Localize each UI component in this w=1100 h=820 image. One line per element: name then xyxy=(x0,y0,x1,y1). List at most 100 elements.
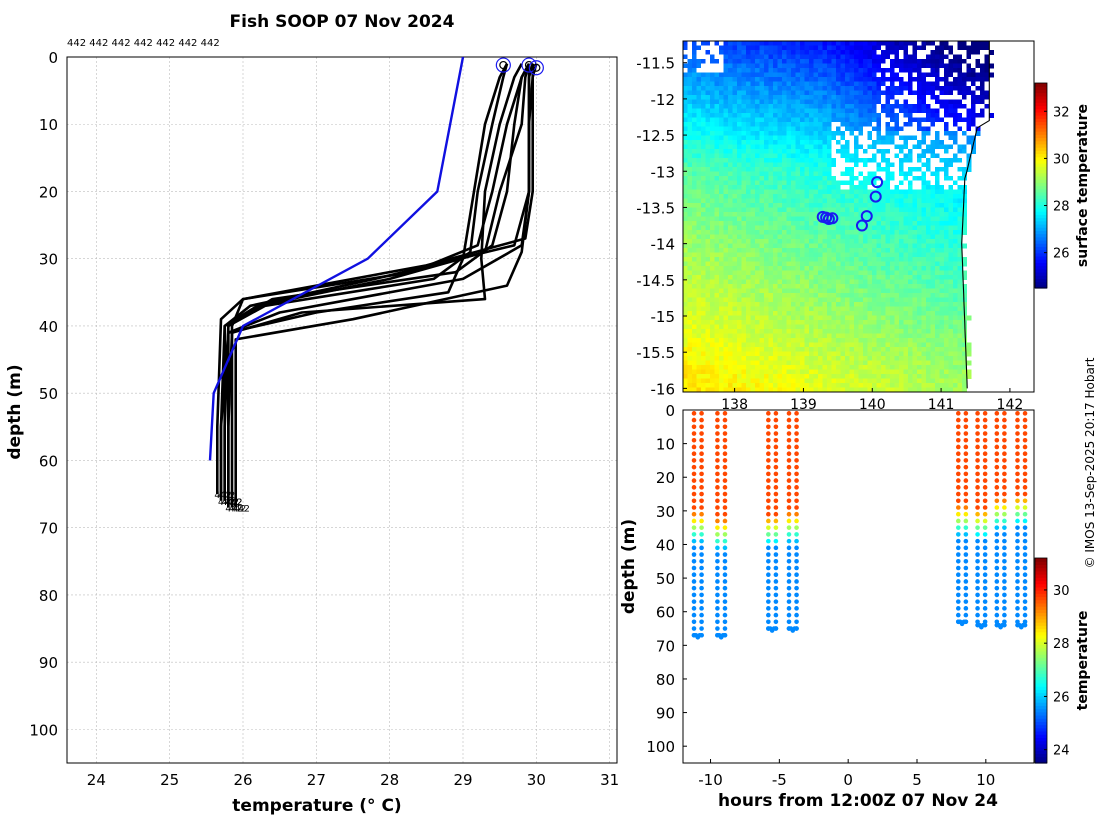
sst-pixel xyxy=(912,162,918,168)
sst-pixel xyxy=(917,324,922,330)
sst-pixel xyxy=(899,153,904,159)
sst-pixel xyxy=(876,176,882,181)
sst-pixel xyxy=(917,203,922,208)
sst-pixel xyxy=(845,315,850,321)
sst-pixel xyxy=(737,144,742,150)
sst-pixel xyxy=(705,54,711,60)
sst-pixel xyxy=(800,68,805,73)
sst-pixel xyxy=(741,351,747,357)
sst-pixel xyxy=(845,293,850,298)
sst-pixel xyxy=(728,158,733,163)
sst-pixel xyxy=(795,54,801,60)
sst-pixel xyxy=(858,167,864,172)
sst-pixel xyxy=(939,117,945,123)
sst-pixel xyxy=(854,248,859,253)
sst-pixel xyxy=(881,351,886,357)
sst-pixel xyxy=(741,149,747,154)
sst-pixel xyxy=(782,149,787,154)
sst-pixel xyxy=(836,329,841,334)
sst-pixel xyxy=(935,203,940,208)
sst-pixel xyxy=(701,374,706,379)
sst-pixel xyxy=(953,189,958,195)
sst-pixel xyxy=(746,122,751,127)
sst-pixel xyxy=(899,365,904,370)
sst-pixel xyxy=(723,320,729,325)
sst-pixel xyxy=(849,261,855,267)
sst-pixel xyxy=(939,81,945,87)
sst-pixel xyxy=(696,216,702,222)
sst-pixel xyxy=(903,356,909,361)
sst-pixel xyxy=(696,149,702,154)
sst-pixel xyxy=(800,176,805,181)
sst-pixel xyxy=(714,261,720,267)
sst-pixel xyxy=(809,95,814,100)
sst-pixel xyxy=(683,176,688,181)
sst-pixel xyxy=(759,351,765,357)
sst-pixel xyxy=(899,257,904,262)
sst-pixel xyxy=(948,347,954,352)
sst-pixel xyxy=(885,104,891,109)
sst-pixel xyxy=(710,108,715,114)
sst-pixel xyxy=(903,198,909,204)
sst-pixel xyxy=(728,185,733,190)
sst-pixel xyxy=(768,275,774,280)
sst-pixel xyxy=(962,54,967,60)
sst-pixel xyxy=(710,41,715,46)
sst-pixel xyxy=(696,365,702,370)
sst-pixel xyxy=(840,104,846,109)
sst-pixel xyxy=(894,338,900,343)
sst-pixel xyxy=(953,378,958,384)
sst-pixel xyxy=(687,356,693,361)
sst-pixel xyxy=(809,243,814,249)
sst-pixel xyxy=(786,297,792,303)
sst-pixel xyxy=(881,153,886,159)
sst-pixel xyxy=(822,68,828,73)
sst-pixel xyxy=(737,225,742,231)
sst-pixel xyxy=(917,342,922,348)
sst-pixel xyxy=(858,41,864,46)
sst-pixel xyxy=(863,275,868,280)
sst-pixel xyxy=(872,81,877,87)
sst-pixel xyxy=(800,365,805,370)
sst-pixel xyxy=(741,374,747,379)
sst-pixel xyxy=(741,50,747,55)
sst-pixel xyxy=(926,54,931,60)
sst-pixel xyxy=(840,221,846,226)
sst-pixel xyxy=(836,203,841,208)
sst-pixel xyxy=(885,113,891,118)
sst-pixel xyxy=(804,306,810,312)
sst-pixel xyxy=(768,176,774,181)
sst-pixel xyxy=(809,72,814,78)
sst-pixel xyxy=(863,77,868,82)
sst-pixel xyxy=(791,378,796,384)
sst-pixel xyxy=(885,153,891,159)
sst-pixel xyxy=(710,324,715,330)
sst-pixel xyxy=(912,140,918,145)
sst-pixel xyxy=(768,288,774,294)
sst-pixel xyxy=(921,185,927,190)
sst-pixel xyxy=(917,333,922,339)
sst-pixel xyxy=(782,95,787,100)
sst-pixel xyxy=(917,279,922,285)
sst-pixel xyxy=(791,360,796,366)
sst-pixel xyxy=(894,315,900,321)
sst-pixel xyxy=(962,342,967,348)
sst-pixel xyxy=(944,333,949,339)
sst-pixel xyxy=(849,158,855,163)
sst-pixel xyxy=(822,356,828,361)
sst-pixel xyxy=(930,315,936,321)
sst-pixel xyxy=(768,252,774,258)
sst-pixel xyxy=(899,167,904,172)
sst-pixel xyxy=(836,378,841,384)
sst-pixel xyxy=(809,365,814,370)
sst-pixel xyxy=(822,329,828,334)
sst-pixel xyxy=(890,221,895,226)
sst-pixel xyxy=(809,279,814,285)
sst-pixel xyxy=(759,126,765,132)
sst-pixel xyxy=(980,50,985,55)
sst-pixel xyxy=(899,131,904,136)
sst-pixel xyxy=(737,212,742,217)
sst-pixel xyxy=(692,302,697,307)
sst-pixel xyxy=(953,180,958,186)
sst-pixel xyxy=(930,342,936,348)
